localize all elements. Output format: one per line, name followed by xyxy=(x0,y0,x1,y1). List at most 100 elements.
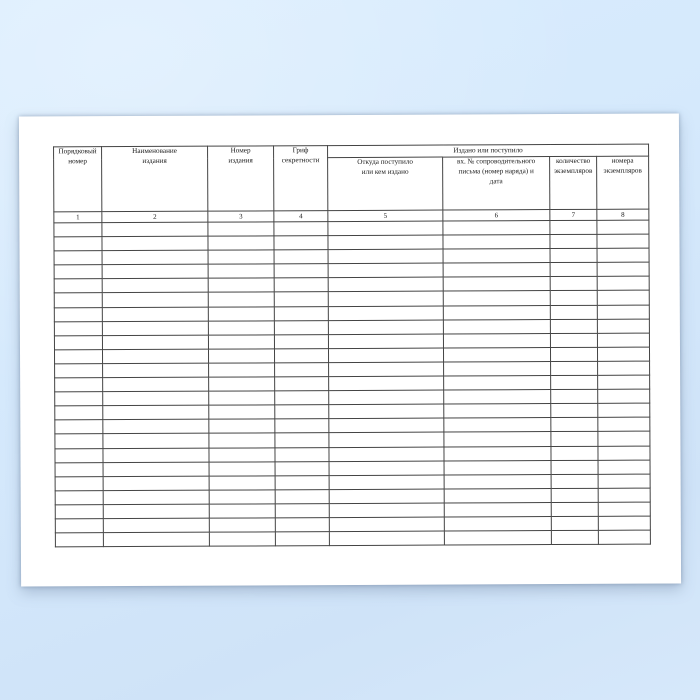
empty-cell xyxy=(597,445,651,460)
empty-cell xyxy=(597,346,650,362)
empty-cell xyxy=(550,389,598,404)
empty-cell xyxy=(209,503,276,519)
empty-cell xyxy=(54,377,103,393)
empty-cell xyxy=(209,461,276,476)
empty-cell xyxy=(275,475,330,490)
empty-cell xyxy=(102,250,209,265)
empty-cell xyxy=(274,376,329,391)
empty-cell xyxy=(551,530,599,545)
empty-cell xyxy=(102,405,209,420)
empty-cell xyxy=(207,221,274,237)
empty-cell xyxy=(328,333,444,349)
empty-cell xyxy=(598,487,651,503)
empty-cell xyxy=(103,489,210,505)
col-header-serial-number: Порядковый номер xyxy=(53,146,102,212)
empty-cell xyxy=(328,446,445,462)
column-number-1: 1 xyxy=(53,211,102,223)
empty-cell xyxy=(54,448,104,463)
empty-cell xyxy=(549,220,597,235)
empty-cell xyxy=(597,290,650,305)
empty-cell xyxy=(598,473,651,489)
empty-cell xyxy=(597,276,650,291)
empty-cell xyxy=(274,320,329,335)
col-header-publication-name: Наименование издания xyxy=(101,146,208,212)
empty-cell xyxy=(328,319,444,335)
empty-cell xyxy=(328,263,444,278)
empty-cell xyxy=(54,321,103,336)
col-header-copies-numbers: номера экземпляров xyxy=(596,156,649,210)
empty-cell xyxy=(55,462,104,477)
empty-cell xyxy=(54,307,103,322)
empty-cell xyxy=(53,222,102,237)
empty-cell xyxy=(597,318,650,334)
empty-cell xyxy=(329,517,445,532)
empty-cell xyxy=(102,334,209,350)
empty-cell xyxy=(55,504,104,519)
empty-cell xyxy=(101,236,209,251)
empty-cell xyxy=(444,502,552,518)
empty-cell xyxy=(54,434,103,449)
empty-cell xyxy=(55,518,104,533)
empty-cell xyxy=(275,517,330,532)
empty-cell xyxy=(53,236,103,252)
empty-cell xyxy=(597,262,650,277)
empty-cell xyxy=(596,234,650,249)
empty-cell xyxy=(54,335,103,350)
empty-cell xyxy=(274,263,329,279)
empty-cell xyxy=(444,488,552,503)
column-number-8: 8 xyxy=(596,209,649,221)
empty-cell xyxy=(208,447,276,462)
registration-journal-table: Порядковый номер Наименование издания Но… xyxy=(53,143,651,548)
empty-cell xyxy=(209,517,276,533)
empty-cell xyxy=(443,403,551,419)
empty-cell xyxy=(550,445,599,461)
empty-cell xyxy=(550,417,598,432)
empty-cell xyxy=(550,318,598,334)
empty-cell xyxy=(598,516,651,531)
empty-cell xyxy=(274,306,329,321)
empty-cell xyxy=(329,474,445,490)
empty-cell xyxy=(443,248,551,264)
empty-cell xyxy=(329,460,445,476)
empty-cell xyxy=(328,376,444,391)
empty-cell xyxy=(597,361,650,376)
empty-cell xyxy=(598,530,651,545)
empty-cell xyxy=(274,334,329,349)
empty-cell xyxy=(444,474,552,489)
empty-cell xyxy=(208,419,275,434)
empty-cell xyxy=(54,250,103,266)
empty-cell xyxy=(102,349,209,364)
empty-cell xyxy=(208,405,275,420)
empty-cell xyxy=(274,418,329,434)
empty-cell xyxy=(103,461,210,477)
empty-cell xyxy=(103,504,210,519)
empty-cell xyxy=(550,304,598,320)
empty-cell xyxy=(443,375,551,391)
empty-cell xyxy=(550,375,598,390)
empty-cell xyxy=(103,532,210,547)
empty-cell xyxy=(443,347,551,362)
empty-cell xyxy=(102,419,209,435)
empty-cell xyxy=(328,305,444,321)
empty-cell xyxy=(443,446,552,461)
empty-cell xyxy=(550,290,598,306)
empty-cell xyxy=(597,304,650,319)
empty-cell xyxy=(54,279,103,294)
empty-cell xyxy=(443,333,551,348)
empty-cell xyxy=(208,362,275,378)
column-number-4: 4 xyxy=(273,210,328,222)
empty-cell xyxy=(209,475,276,490)
empty-cell xyxy=(54,264,103,280)
empty-cell xyxy=(102,377,209,392)
empty-cell xyxy=(208,250,275,265)
empty-cell xyxy=(273,235,329,251)
empty-cell xyxy=(102,363,209,378)
empty-cell xyxy=(274,277,329,293)
empty-cell xyxy=(55,532,104,548)
empty-cell xyxy=(273,221,328,236)
empty-cell xyxy=(274,362,329,377)
col-header-secrecy-class: Гриф секретности xyxy=(273,145,328,211)
empty-cell xyxy=(443,389,551,405)
empty-cell xyxy=(443,319,551,334)
empty-cell xyxy=(329,502,445,518)
